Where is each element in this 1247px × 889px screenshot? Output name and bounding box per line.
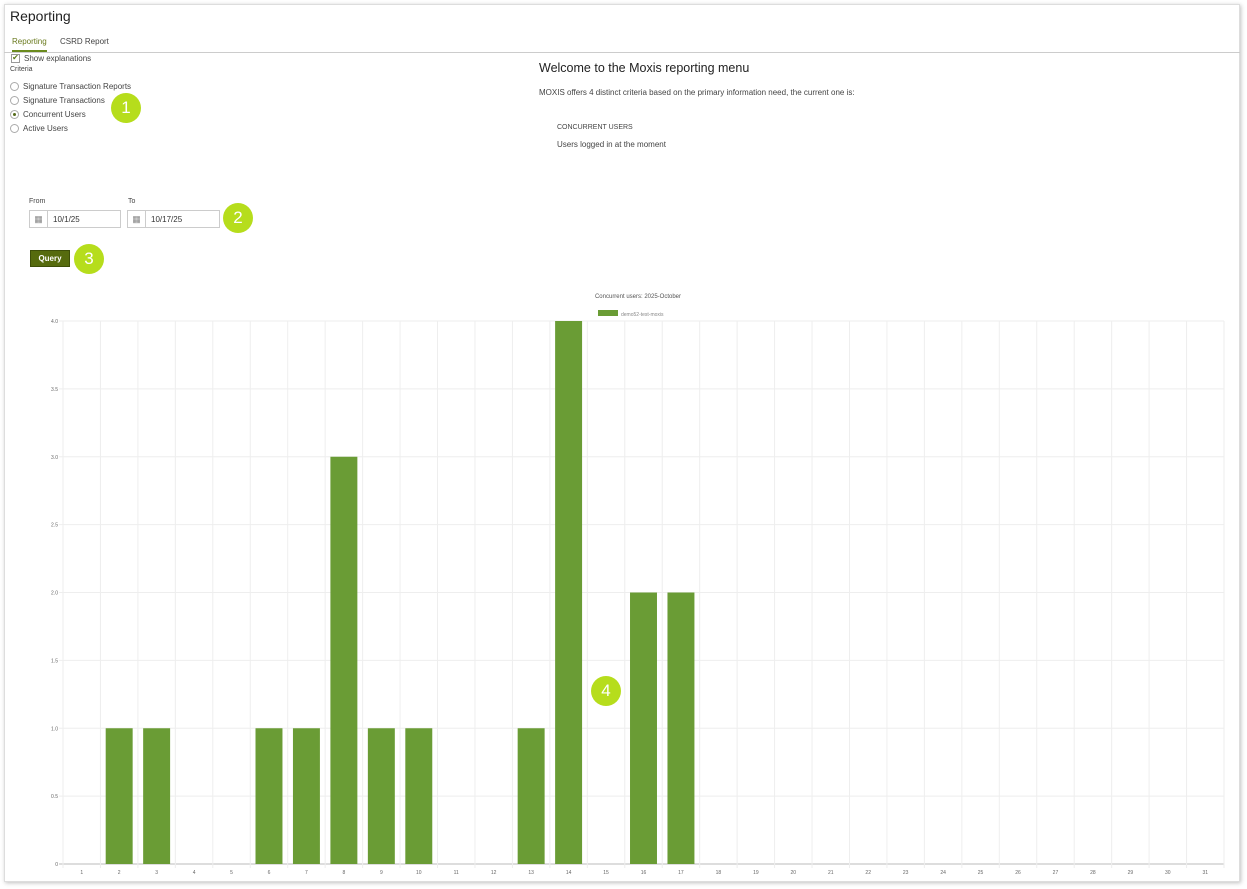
checkmark-icon: ✔ bbox=[11, 53, 20, 63]
tab-reporting[interactable]: Reporting bbox=[12, 37, 47, 52]
bar-day-13 bbox=[517, 728, 545, 864]
bar-day-10 bbox=[405, 728, 433, 864]
bar-day-17 bbox=[667, 592, 695, 864]
y-tick-label: 0.5 bbox=[51, 794, 58, 800]
x-tick-label: 20 bbox=[791, 870, 797, 876]
x-tick-label: 2 bbox=[118, 870, 121, 876]
callout-badge-3: 3 bbox=[74, 244, 104, 274]
to-date-value: 10/17/25 bbox=[151, 214, 183, 224]
x-tick-label: 5 bbox=[230, 870, 233, 876]
show-explanations-checkbox[interactable]: ✔ Show explanations bbox=[11, 51, 91, 65]
x-tick-label: 11 bbox=[454, 870, 459, 876]
y-tick-label: 1.5 bbox=[51, 658, 58, 664]
x-tick-label: 15 bbox=[603, 870, 609, 876]
callout-badge-2: 2 bbox=[223, 203, 253, 233]
x-tick-label: 4 bbox=[193, 870, 196, 876]
radio-label: Signature Transaction Reports bbox=[23, 81, 132, 91]
x-tick-label: 3 bbox=[155, 870, 158, 876]
to-date-field[interactable]: ▦ 10/17/25 bbox=[127, 210, 220, 228]
calendar-icon[interactable]: ▦ bbox=[128, 211, 146, 227]
x-tick-label: 13 bbox=[528, 870, 534, 876]
bar-day-3 bbox=[143, 728, 171, 864]
x-tick-label: 30 bbox=[1165, 870, 1171, 876]
calendar-icon[interactable]: ▦ bbox=[30, 211, 48, 227]
x-tick-label: 24 bbox=[940, 870, 946, 876]
explanation-heading: Welcome to the Moxis reporting menu bbox=[539, 61, 750, 75]
bar-day-14 bbox=[555, 321, 583, 864]
x-tick-label: 9 bbox=[380, 870, 383, 876]
criterion-title: CONCURRENT USERS bbox=[557, 124, 633, 131]
tab-csrd-report[interactable]: CSRD Report bbox=[60, 37, 109, 46]
x-tick-label: 8 bbox=[342, 870, 345, 876]
window-frame bbox=[4, 4, 1240, 882]
y-tick-label: 3.5 bbox=[51, 387, 58, 393]
from-date-value: 10/1/25 bbox=[53, 214, 80, 224]
tab-bar: Reporting CSRD Report bbox=[4, 37, 1240, 53]
y-tick-label: 2.0 bbox=[51, 591, 58, 597]
criteria-label: Criteria bbox=[10, 66, 33, 73]
x-tick-label: 21 bbox=[828, 870, 834, 876]
from-label: From bbox=[29, 198, 46, 205]
x-tick-label: 17 bbox=[678, 870, 684, 876]
page-title: Reporting bbox=[10, 8, 71, 24]
x-tick-label: 12 bbox=[491, 870, 497, 876]
radio-concurrent-users[interactable]: Concurrent Users bbox=[10, 107, 131, 121]
criteria-radio-group: Signature Transaction Reports Signature … bbox=[10, 79, 131, 135]
x-tick-label: 18 bbox=[716, 870, 722, 876]
y-tick-label: 4.0 bbox=[51, 319, 58, 325]
y-tick-label: 2.5 bbox=[51, 523, 58, 529]
bar-day-6 bbox=[255, 728, 283, 864]
from-date-field[interactable]: ▦ 10/1/25 bbox=[29, 210, 121, 228]
x-tick-label: 19 bbox=[753, 870, 759, 876]
x-tick-label: 22 bbox=[865, 870, 871, 876]
x-tick-label: 26 bbox=[1015, 870, 1021, 876]
x-tick-label: 25 bbox=[978, 870, 984, 876]
explanation-intro: MOXIS offers 4 distinct criteria based o… bbox=[539, 88, 855, 97]
show-explanations-label: Show explanations bbox=[24, 53, 92, 63]
bar-day-2 bbox=[105, 728, 133, 864]
x-tick-label: 23 bbox=[903, 870, 909, 876]
x-tick-label: 16 bbox=[641, 870, 647, 876]
x-tick-label: 14 bbox=[566, 870, 572, 876]
radio-label: Active Users bbox=[23, 123, 68, 133]
query-button[interactable]: Query bbox=[30, 250, 70, 267]
y-tick-label: 0 bbox=[55, 862, 58, 868]
radio-active-users[interactable]: Active Users bbox=[10, 121, 131, 135]
legend-label[interactable]: demo52-test-moxis bbox=[621, 312, 664, 318]
bar-day-9 bbox=[367, 728, 395, 864]
y-tick-label: 3.0 bbox=[51, 455, 58, 461]
legend-swatch bbox=[598, 310, 618, 316]
x-tick-label: 10 bbox=[416, 870, 422, 876]
x-tick-label: 28 bbox=[1090, 870, 1096, 876]
callout-badge-4: 4 bbox=[591, 676, 621, 706]
callout-badge-1: 1 bbox=[111, 93, 141, 123]
radio-label: Signature Transactions bbox=[23, 95, 105, 105]
criterion-description: Users logged in at the moment bbox=[557, 140, 666, 149]
radio-signature-transactions[interactable]: Signature Transactions bbox=[10, 93, 131, 107]
bar-day-16 bbox=[630, 592, 657, 864]
to-label: To bbox=[128, 198, 136, 205]
x-tick-label: 29 bbox=[1128, 870, 1134, 876]
bar-day-8 bbox=[330, 456, 358, 864]
x-tick-label: 6 bbox=[268, 870, 271, 876]
chart-title: Concurrent users: 2025-October bbox=[595, 294, 681, 300]
x-tick-label: 31 bbox=[1202, 870, 1208, 876]
x-tick-label: 7 bbox=[305, 870, 308, 876]
y-tick-label: 1.0 bbox=[51, 726, 58, 732]
radio-label: Concurrent Users bbox=[23, 109, 86, 119]
radio-signature-transaction-reports[interactable]: Signature Transaction Reports bbox=[10, 79, 131, 93]
x-tick-label: 27 bbox=[1053, 870, 1059, 876]
x-tick-label: 1 bbox=[80, 870, 83, 876]
bar-day-7 bbox=[292, 728, 320, 864]
